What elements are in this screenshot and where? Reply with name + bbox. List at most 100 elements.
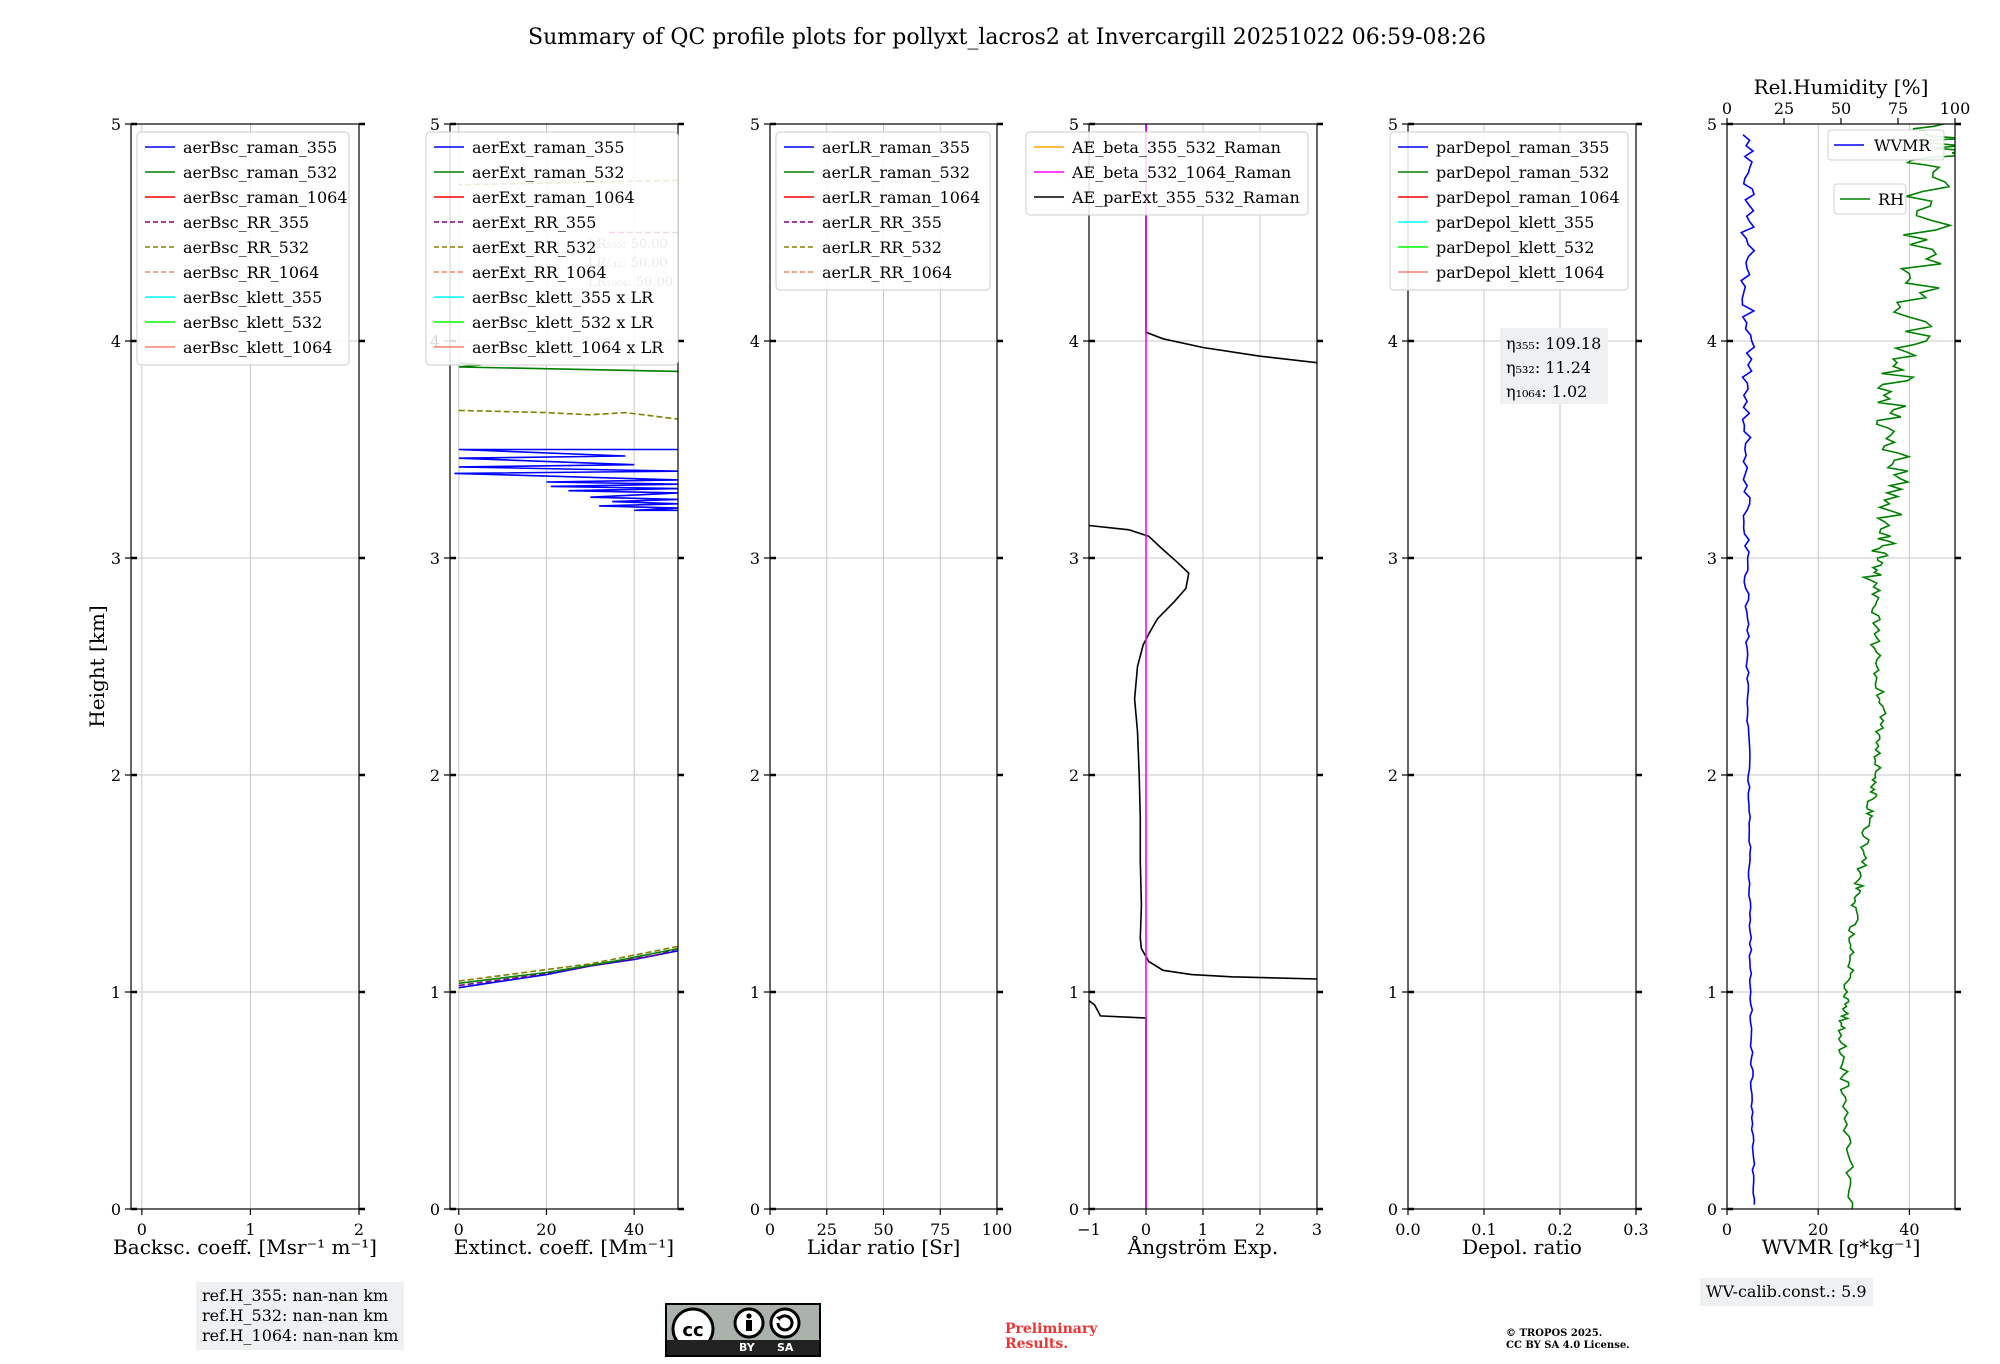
legend-box [425,131,679,366]
y-tick-label: 5 [1069,115,1079,134]
reference-height-box: ref.H_355: nan-nan km ref.H_532: nan-nan… [196,1282,405,1350]
x-tick-label: 0 [137,1220,147,1239]
x-tick-label: 0 [1722,1220,1732,1239]
y-tick-label: 4 [750,332,760,351]
wv-calibration-constant: WV-calib.const.: 5.9 [1706,1282,1867,1301]
x-tick-label: 0.2 [1547,1220,1572,1239]
x-tick-label: 0 [765,1220,775,1239]
wv-calibration-box: WV-calib.const.: 5.9 [1700,1278,1873,1306]
x-tick-label: 0 [454,1220,464,1239]
panel-depol: 0 1 2 3 4 5 0.0 0.1 0.2 0.3 Depol. ratio η₃₅₅: 109.… [1388,115,1649,1259]
legend-label: parDepol_klett_1064 [1436,263,1605,282]
figure-title: Summary of QC profile plots for pollyxt_… [528,25,1486,50]
y-tick-label: 4 [1388,332,1398,351]
x-tick-label: 25 [817,1220,837,1239]
y-tick-label: 0 [430,1200,440,1219]
eta-value: η₅₃₂: 11.24 [1506,358,1591,377]
x-tick-label: 40 [624,1220,644,1239]
eta-value: η₃₅₅: 109.18 [1506,334,1601,353]
legend-box [775,131,991,291]
legend-label: aerBsc_RR_532 [183,238,309,257]
legend-label: aerExt_raman_355 [472,138,625,157]
legend-box [1389,131,1629,291]
x-tick-label: 1 [1198,1220,1208,1239]
legend-label: aerBsc_klett_355 [183,288,322,307]
series-line-aerExt_RR_532 [458,409,678,420]
cc-logo-text: cc [682,1320,703,1341]
ref-height-532: ref.H_532: nan-nan km [202,1306,389,1325]
y-tick-label: 4 [1707,332,1717,351]
legend-label: parDepol_klett_532 [1436,238,1594,257]
plot-frame [130,123,360,1210]
x-tick-label: 0.3 [1623,1220,1648,1239]
x-axis-label: Extinct. coeff. [Mm⁻¹] [454,1235,674,1259]
legend-label: aerLR_raman_532 [822,163,970,182]
x-tick-label: 50 [873,1220,893,1239]
y-tick-label: 2 [430,766,440,785]
legend-label: aerLR_RR_1064 [822,263,952,282]
y-tick-label: 1 [111,983,121,1002]
x2-tick-label: 75 [1888,99,1908,118]
y-tick-label: 3 [1707,549,1717,568]
y-tick-label: 2 [1388,766,1398,785]
x-tick-label: 40 [1899,1220,1919,1239]
legend-label: RH [1878,190,1904,209]
preliminary-line-1: Preliminary [1005,1321,1098,1337]
legend-label: AE_beta_532_1064_Raman [1071,163,1291,182]
cc-license-badge: cc BY SA [665,1303,821,1357]
x-tick-label: 20 [536,1220,556,1239]
legend-label: aerExt_raman_1064 [472,188,635,207]
legend-label: aerExt_RR_355 [472,213,596,232]
legend-label: aerBsc_klett_1064 [183,338,332,357]
legend-label: aerBsc_klett_1064 x LR [472,338,664,357]
y-tick-label: 1 [1069,983,1079,1002]
ref-height-355: ref.H_355: nan-nan km [202,1286,389,1305]
x-tick-label: 75 [930,1220,950,1239]
series-line-WVMR [1739,134,1756,1205]
x-tick-label: 100 [982,1220,1013,1239]
x2-tick-label: 50 [1831,99,1851,118]
preliminary-results-note: Preliminary Results. [1005,1322,1097,1352]
y-tick-label: 3 [750,549,760,568]
legend-label: aerExt_raman_532 [472,163,625,182]
legend-label: aerBsc_klett_532 x LR [472,313,654,332]
y-tick-label: 2 [111,766,121,785]
y-tick-label: 1 [1707,983,1717,1002]
legend-label: aerBsc_RR_355 [183,213,309,232]
legend-label: parDepol_raman_1064 [1436,188,1620,207]
x-tick-label: 2 [1255,1220,1265,1239]
legend-box [1025,131,1309,216]
y-tick-label: 3 [430,549,440,568]
legend-label: aerExt_RR_532 [472,238,596,257]
legend-label: WVMR [1874,136,1931,155]
eta-box [1500,328,1608,404]
series-line-aerExt_raman_532 [458,947,678,985]
legend-label: aerLR_raman_1064 [822,188,980,207]
y-tick-label: 4 [1069,332,1079,351]
y-tick-label: 5 [750,115,760,134]
legend-label: aerBsc_klett_532 [183,313,322,332]
y-tick-label: 4 [111,332,121,351]
cc-logo-icon: cc [671,1307,801,1341]
x-tick-label: 0.0 [1395,1220,1420,1239]
cc-license-bar: BY SA [667,1340,819,1355]
x-axis-label: WVMR [g*kg⁻¹] [1762,1235,1921,1259]
copyright-note: © TROPOS 2025. CC BY SA 4.0 License. [1506,1328,1630,1352]
plot-frame [1726,123,1956,1210]
y-tick-label: 0 [1707,1200,1717,1219]
x-tick-label: −1 [1077,1220,1101,1239]
y-tick-label: 2 [750,766,760,785]
x-axis-label: Depol. ratio [1462,1235,1582,1259]
x2-tick-label: 0 [1722,99,1732,118]
legend-label: aerBsc_raman_532 [183,163,337,182]
x2-tick-label: 100 [1940,99,1971,118]
y-tick-label: 3 [1069,549,1079,568]
copyright-line-1: © TROPOS 2025. [1506,1328,1603,1339]
legend-box [1827,129,1945,161]
legend-label: aerLR_raman_355 [822,138,970,157]
